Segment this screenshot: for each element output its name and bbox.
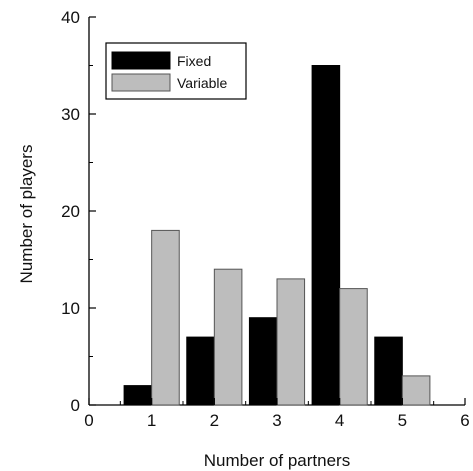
bar-fixed-4: [311, 65, 341, 406]
legend-label-fixed: Fixed: [177, 53, 211, 69]
bar-fixed-5: [374, 336, 403, 406]
x-axis-title: Number of partners: [204, 451, 350, 470]
bar-variable-1: [151, 229, 180, 406]
x-tick-label: 4: [335, 411, 344, 430]
legend-label-variable: Variable: [177, 75, 228, 91]
bar-variable-2: [213, 268, 243, 406]
x-tick-label: 2: [210, 411, 219, 430]
bar-fixed-3: [248, 317, 278, 406]
x-tick-label: 3: [272, 411, 281, 430]
y-axis-title: Number of players: [17, 145, 36, 284]
legend: Fixed Variable: [105, 42, 247, 100]
y-tick-label: 10: [61, 299, 80, 318]
x-axis-ticks: 0 1 2 3 4 5 6: [84, 398, 470, 430]
x-tick-label: 1: [147, 411, 156, 430]
bar-variable-3: [276, 278, 306, 406]
x-tick-label: 6: [460, 411, 469, 430]
bar-variable-4: [339, 288, 368, 406]
x-tick-label: 0: [84, 411, 93, 430]
bar-variable-5: [401, 375, 431, 406]
y-axis-ticks: 0 10 20 30 40: [61, 8, 96, 415]
x-tick-label: 5: [398, 411, 407, 430]
legend-swatch-fixed: [111, 51, 171, 70]
bar-fixed-2: [186, 336, 215, 406]
bars: [123, 65, 431, 406]
y-tick-label: 0: [71, 396, 80, 415]
legend-swatch-variable: [111, 73, 171, 92]
y-tick-label: 30: [61, 105, 80, 124]
y-tick-label: 20: [61, 202, 80, 221]
y-tick-label: 40: [61, 8, 80, 27]
bar-fixed-1: [123, 385, 153, 406]
